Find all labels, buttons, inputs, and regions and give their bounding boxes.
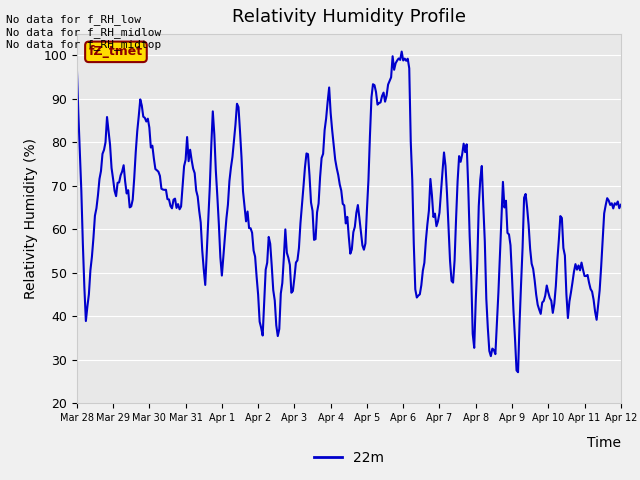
Title: Relativity Humidity Profile: Relativity Humidity Profile bbox=[232, 9, 466, 26]
X-axis label: Time: Time bbox=[587, 436, 621, 450]
Text: No data for f_RH_low
No data for f_RH_midlow
No data for f_RH_midtop: No data for f_RH_low No data for f_RH_mi… bbox=[6, 14, 162, 50]
Text: fZ_tmet: fZ_tmet bbox=[89, 45, 143, 59]
Legend: 22m: 22m bbox=[308, 445, 389, 470]
Y-axis label: Relativity Humidity (%): Relativity Humidity (%) bbox=[24, 138, 38, 299]
